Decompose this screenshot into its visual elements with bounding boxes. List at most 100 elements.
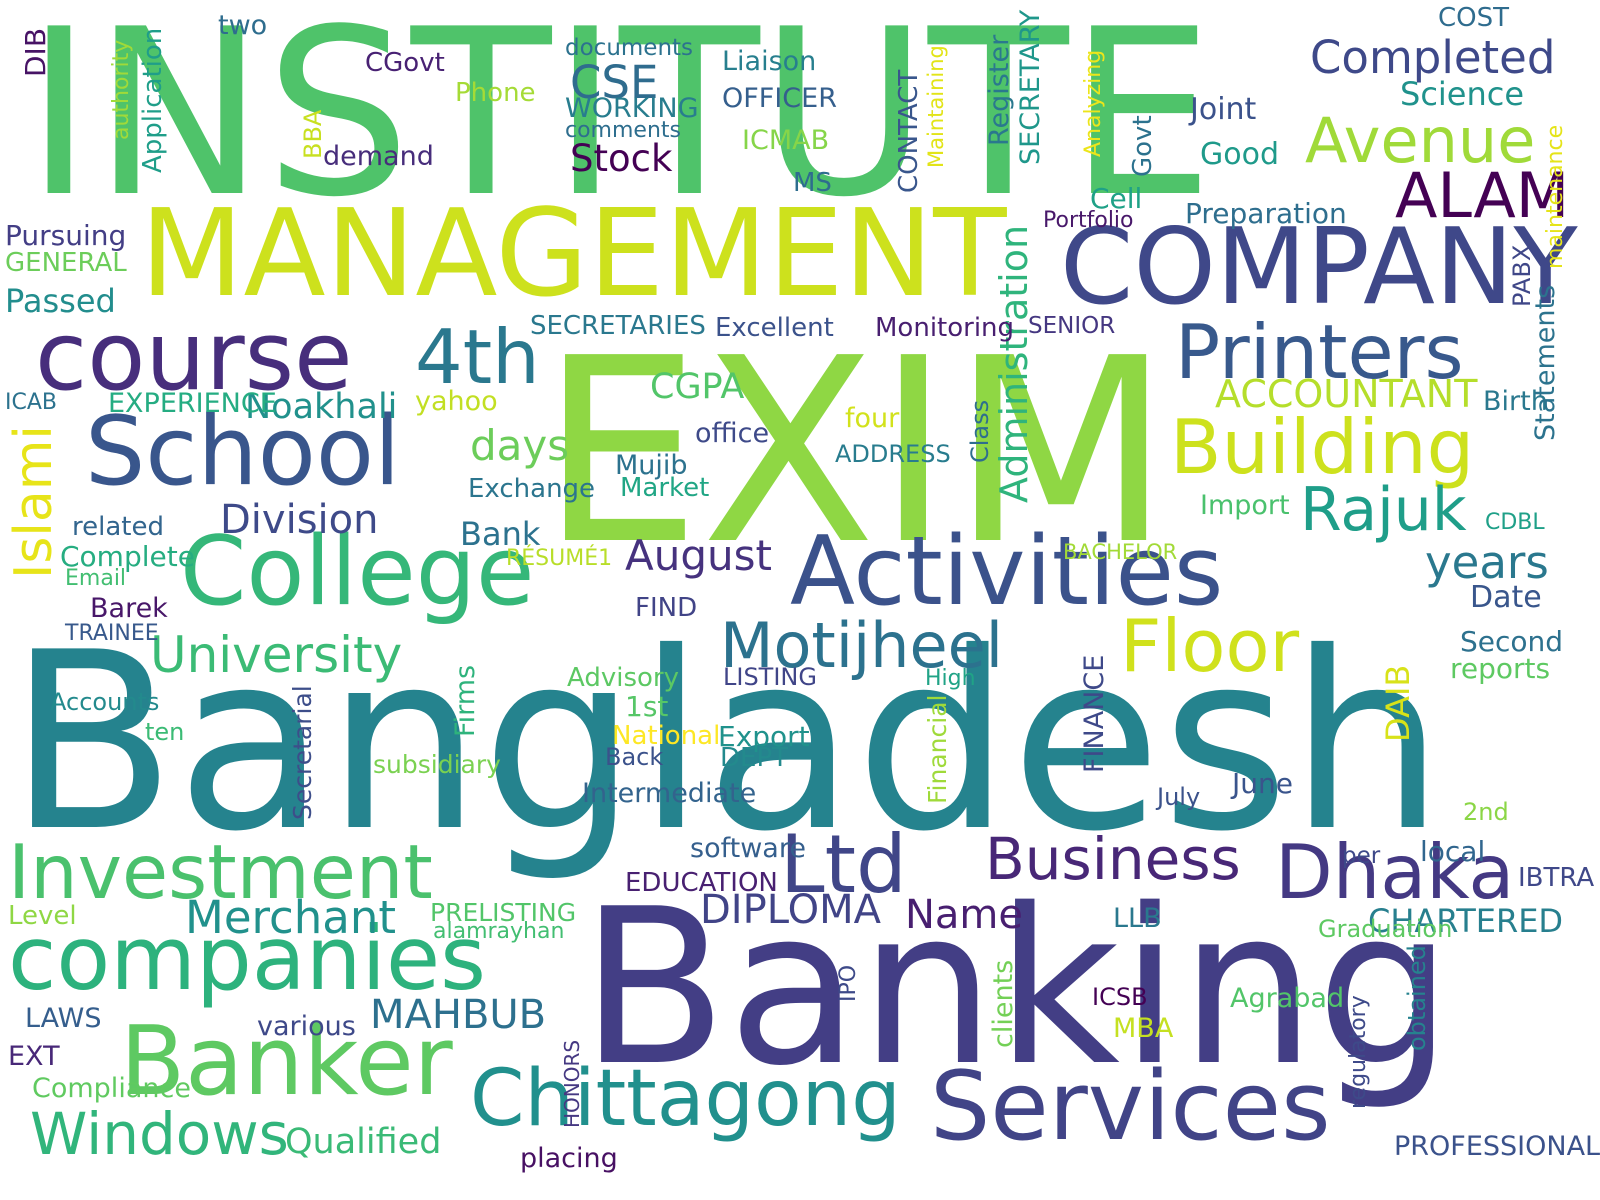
word-joint: Joint bbox=[1190, 92, 1257, 127]
word-ten: ten bbox=[145, 718, 185, 746]
word-cgovt: CGovt bbox=[365, 48, 445, 78]
word-august: August bbox=[625, 531, 772, 580]
word-regulatory: regulatory bbox=[1346, 995, 1371, 1109]
word-date: Date bbox=[1470, 580, 1542, 615]
word-finance: FINANCE bbox=[1079, 654, 1110, 773]
word-education: EDUCATION bbox=[625, 868, 778, 898]
word-comments: comments bbox=[565, 118, 681, 143]
word-activities: Activities bbox=[790, 517, 1224, 627]
word-division: Division bbox=[220, 497, 379, 543]
word-secretarial: Secretarial bbox=[288, 685, 317, 820]
word-mba: MBA bbox=[1113, 1013, 1174, 1044]
word-local: local bbox=[1420, 835, 1486, 868]
word-exchange: Exchange bbox=[468, 474, 596, 504]
word-maintaining: Maintaining bbox=[924, 45, 948, 168]
word-avenue: Avenue bbox=[1305, 104, 1536, 177]
word-printers: Printers bbox=[1175, 308, 1464, 396]
word-portfolio: Portfolio bbox=[1043, 208, 1134, 233]
word-stock: Stock bbox=[570, 137, 673, 180]
word-general: GENERAL bbox=[5, 248, 127, 278]
word-cgpa: CGPA bbox=[650, 367, 745, 407]
word-experience: EXPERIENCE bbox=[108, 388, 277, 419]
word-documents: documents bbox=[565, 35, 694, 61]
word-statements: Statements bbox=[1530, 284, 1561, 441]
word-4th: 4th bbox=[415, 313, 540, 401]
word-monitoring: Monitoring bbox=[875, 313, 1015, 343]
word-market: Market bbox=[620, 473, 710, 503]
word-excellent: Excellent bbox=[715, 313, 834, 343]
word-maintenance: maintenance bbox=[1543, 124, 1568, 269]
word-listing: LISTING bbox=[723, 663, 817, 691]
word-ltd: Ltd bbox=[780, 818, 907, 911]
word-college: College bbox=[180, 517, 535, 627]
word-various: various bbox=[257, 1011, 356, 1042]
word-authority: authority bbox=[109, 39, 134, 140]
word-firms: Firms bbox=[450, 664, 481, 737]
word-working: WORKING bbox=[565, 93, 699, 124]
word-business: Business bbox=[985, 825, 1241, 893]
word-cse: CSE bbox=[570, 56, 659, 109]
word-rajuk: Rajuk bbox=[1300, 475, 1467, 545]
word-banking: Banking bbox=[580, 862, 1453, 1113]
word-chartered: CHARTERED bbox=[1368, 902, 1564, 940]
word-find: FIND bbox=[635, 593, 698, 623]
word-alamrayhan: alamrayhan bbox=[433, 919, 565, 944]
word-years: years bbox=[1425, 536, 1549, 589]
word-yahoo: yahoo bbox=[415, 386, 498, 417]
word-govt: Govt bbox=[1128, 115, 1158, 177]
word-2nd: 2nd bbox=[1463, 798, 1509, 826]
word-preparation: Preparation bbox=[1185, 197, 1347, 230]
word-clients: clients bbox=[988, 959, 1019, 1048]
word-email: Email bbox=[65, 566, 127, 591]
word-llb: LLB bbox=[1113, 903, 1162, 934]
word-two: two bbox=[218, 10, 268, 41]
word-banker: Banker bbox=[120, 1007, 453, 1117]
word-secretary: SECRETARY bbox=[1015, 9, 1046, 165]
word-ms: MS bbox=[793, 168, 832, 198]
word-mujib: Mujib bbox=[615, 450, 688, 481]
word-back: Back bbox=[605, 743, 664, 771]
word-june: June bbox=[1232, 767, 1293, 800]
word-bachelor: BACHELOR bbox=[1063, 540, 1178, 564]
word-professional: PROFESSIONAL bbox=[1394, 1131, 1600, 1162]
word-honors: HONORS bbox=[560, 1039, 584, 1128]
word-good: Good bbox=[1200, 137, 1279, 172]
word-course: course bbox=[35, 302, 353, 412]
word-address: ADDRESS bbox=[835, 440, 951, 468]
word-ipo: IPO bbox=[836, 964, 861, 1002]
word-resume1: RÉSUMÉ1 bbox=[506, 546, 613, 571]
word-noakhali: Noakhali bbox=[245, 387, 398, 427]
word-diploma: DIPLOMA bbox=[700, 887, 881, 933]
word-companies: companies bbox=[8, 907, 486, 1010]
word-investment: Investment bbox=[8, 828, 433, 916]
word-floor: Floor bbox=[1120, 604, 1300, 688]
word-1st: 1st bbox=[625, 690, 669, 723]
word-high: High bbox=[925, 666, 976, 691]
word-class: Class bbox=[966, 399, 994, 463]
word-liaison: Liaison bbox=[722, 46, 817, 77]
word-motijheel: Motijheel bbox=[720, 609, 1003, 682]
word-advisory: Advisory bbox=[567, 663, 679, 693]
word-obtained: obtained bbox=[1403, 945, 1431, 1051]
word-financial: Financial bbox=[923, 694, 952, 804]
word-pabx: PABX bbox=[1508, 244, 1536, 307]
word-contact: CONTACT bbox=[894, 69, 924, 193]
word-second: Second bbox=[1460, 625, 1564, 658]
word-merchant: Merchant bbox=[185, 891, 397, 944]
word-icab: ICAB bbox=[5, 390, 57, 415]
word-laws: LAWS bbox=[25, 1003, 102, 1034]
word-analyzing: Analyzing bbox=[1081, 49, 1106, 157]
word-dept: DEPT bbox=[720, 743, 789, 773]
word-exim: EXIM bbox=[540, 304, 1172, 601]
word-birth: Birth bbox=[1483, 386, 1548, 417]
word-reports: reports bbox=[1450, 652, 1551, 685]
word-placing: placing bbox=[520, 1143, 618, 1174]
word-institute: INSTITUTE bbox=[25, 0, 1214, 248]
word-office: office bbox=[695, 418, 770, 449]
word-compliance: Compliance bbox=[32, 1073, 191, 1104]
word-accountant: ACCOUNTANT bbox=[1215, 372, 1478, 416]
word-company: COMPANY bbox=[1060, 206, 1578, 328]
word-services: Services bbox=[930, 1052, 1331, 1162]
word-alam: ALAM bbox=[1395, 159, 1570, 232]
